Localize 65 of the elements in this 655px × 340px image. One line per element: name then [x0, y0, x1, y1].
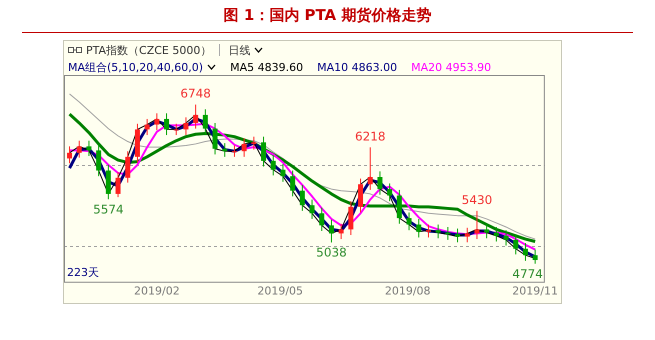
candlestick [484, 223, 490, 239]
candlestick [242, 138, 247, 158]
candlestick [154, 112, 160, 131]
candlestick [377, 170, 382, 196]
candlestick [396, 189, 402, 224]
annotation: 5430 [462, 192, 492, 207]
text: 日线 [228, 42, 250, 58]
candlestick [358, 178, 364, 213]
candlestick [270, 154, 276, 176]
candlestick [416, 218, 422, 238]
candlestick [251, 136, 256, 150]
candlestick [436, 224, 441, 239]
text: PTA指数（CZCE 5000） [86, 42, 212, 58]
candlestick [474, 210, 480, 240]
legend-label: MA5 4839.60 [230, 60, 304, 74]
candlestick [426, 224, 431, 238]
x-tick-label: 2019/08 [384, 284, 431, 298]
candlestick [125, 150, 130, 184]
candlestick [144, 118, 150, 136]
candlestick [406, 212, 412, 231]
candlestick [212, 122, 218, 155]
candlestick [261, 136, 266, 168]
candlestick [387, 182, 392, 202]
candlestick [96, 144, 102, 177]
candlestick [532, 249, 538, 264]
text: MA组合(5,10,20,40,60,0) [68, 60, 204, 74]
candlestick [164, 112, 170, 136]
annotation: 5038 [316, 246, 347, 260]
text: MA20 4953.90 [411, 60, 492, 74]
candlestick [116, 172, 121, 198]
text: MA10 4863.00 [317, 60, 398, 74]
annotation: 6748 [180, 86, 211, 101]
candlestick [455, 228, 460, 243]
candlestick [193, 104, 198, 130]
candlestick [183, 116, 188, 136]
candlestick [445, 226, 450, 240]
candlestick [328, 219, 334, 243]
candlestick [290, 170, 296, 197]
x-tick-label: 2019/11 [512, 284, 558, 298]
annotation: 4774 [512, 266, 543, 281]
annotation: 6218 [354, 129, 386, 144]
candlestick [504, 230, 509, 246]
candlestick [76, 140, 82, 158]
candlestick [368, 146, 373, 190]
candlestick [86, 140, 92, 157]
candlestick [67, 146, 72, 164]
candlestick [319, 207, 324, 232]
candlestick [202, 108, 208, 135]
candlestick [232, 145, 237, 158]
candlestick [464, 227, 470, 243]
candlestick [513, 234, 518, 255]
candlestick [174, 123, 179, 136]
candlestick [280, 164, 286, 182]
x-tick-label: 2019/05 [257, 284, 304, 298]
candlestick [494, 226, 499, 242]
candlestick [106, 164, 111, 200]
candlestick [338, 223, 344, 240]
candlestick [300, 184, 305, 212]
chart-title: 图 1：国内 PTA 期货价格走势 [222, 6, 432, 25]
annotation: 223天 [67, 266, 99, 280]
x-tick-label: 2019/02 [134, 284, 180, 298]
candlestick [310, 199, 315, 220]
candlestick [522, 242, 528, 262]
candlestick [348, 200, 354, 236]
annotation: 5574 [93, 202, 124, 216]
